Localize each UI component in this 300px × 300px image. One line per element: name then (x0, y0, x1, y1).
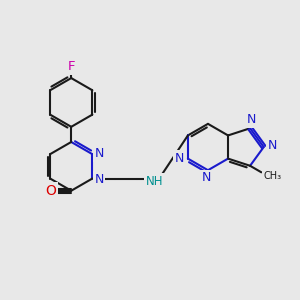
Text: N: N (247, 113, 256, 126)
Text: O: O (46, 184, 56, 198)
Text: CH₃: CH₃ (263, 171, 282, 181)
Text: F: F (68, 60, 75, 73)
Text: NH: NH (146, 175, 164, 188)
Text: N: N (94, 172, 104, 186)
Text: N: N (94, 147, 104, 160)
Text: N: N (202, 171, 211, 184)
Text: N: N (268, 139, 277, 152)
Text: N: N (175, 152, 184, 164)
